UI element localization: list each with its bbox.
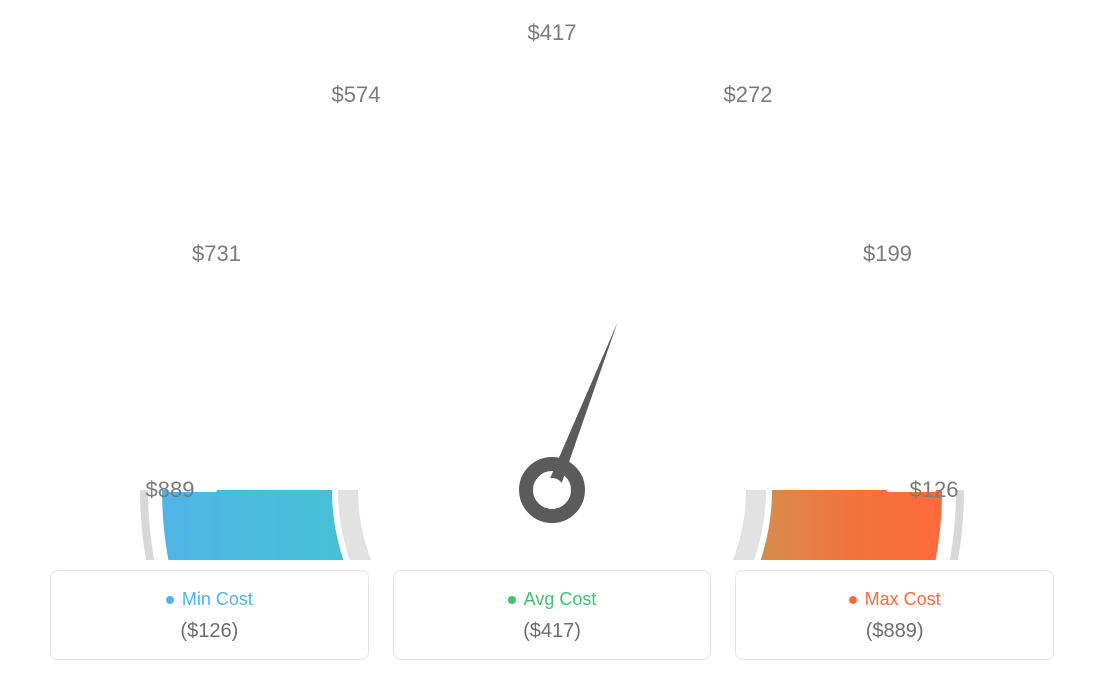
legend-dot-min <box>166 596 174 604</box>
legend-row: Min Cost ($126) Avg Cost ($417) Max Cost… <box>50 570 1054 660</box>
legend-title-min: Min Cost <box>166 589 253 610</box>
legend-dot-max <box>849 596 857 604</box>
legend-title-min-text: Min Cost <box>182 589 253 610</box>
gauge-tick-label: $889 <box>146 477 195 503</box>
legend-value-max: ($889) <box>746 620 1043 643</box>
legend-card-min: Min Cost ($126) <box>50 570 369 660</box>
gauge-tick-label: $126 <box>910 477 959 503</box>
legend-dot-avg <box>508 596 516 604</box>
gauge-tick-label: $199 <box>863 241 912 267</box>
legend-title-avg-text: Avg Cost <box>524 589 597 610</box>
legend-title-max-text: Max Cost <box>865 589 941 610</box>
legend-value-min: ($126) <box>61 620 358 643</box>
legend-title-max: Max Cost <box>849 589 941 610</box>
gauge-tick-label: $272 <box>724 82 773 108</box>
gauge-tick-label: $574 <box>332 82 381 108</box>
legend-card-max: Max Cost ($889) <box>735 570 1054 660</box>
gauge-tick-label: $417 <box>528 20 577 46</box>
legend-value-avg: ($417) <box>404 620 701 643</box>
gauge-tick-label: $731 <box>192 241 241 267</box>
legend-card-avg: Avg Cost ($417) <box>393 570 712 660</box>
gauge-svg <box>52 20 1052 560</box>
legend-title-avg: Avg Cost <box>508 589 597 610</box>
